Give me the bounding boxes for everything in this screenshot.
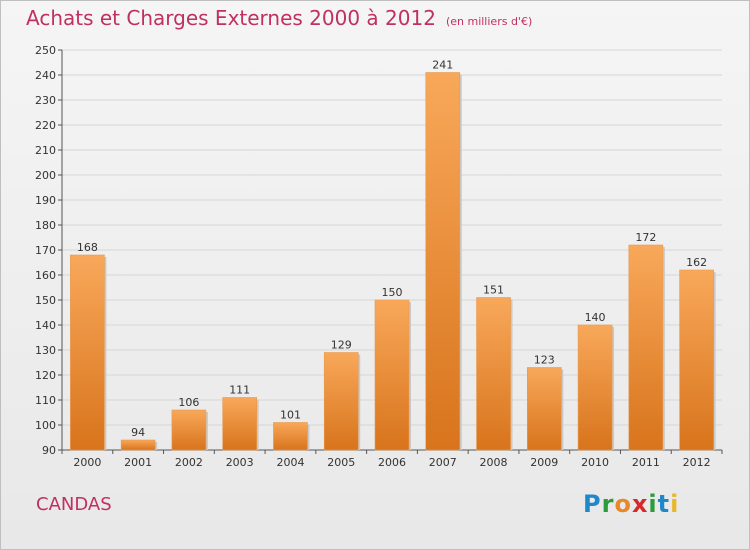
y-tick-label: 90 xyxy=(42,444,56,457)
y-tick-label: 120 xyxy=(35,369,56,382)
y-tick-label: 110 xyxy=(35,394,56,407)
bar-value-label: 241 xyxy=(432,59,453,72)
x-tick-label: 2010 xyxy=(581,456,609,469)
x-tick-label: 2003 xyxy=(226,456,254,469)
bars xyxy=(70,72,716,451)
y-tick-label: 100 xyxy=(35,419,56,432)
bar-value-label: 101 xyxy=(280,409,301,422)
bar-value-label: 123 xyxy=(534,354,555,367)
y-tick-label: 210 xyxy=(35,144,56,157)
x-tick-label: 2006 xyxy=(378,456,406,469)
chart-subtitle: (en milliers d'€) xyxy=(445,15,533,28)
bar xyxy=(120,439,156,451)
bar xyxy=(628,244,664,451)
y-tick-label: 220 xyxy=(35,119,56,132)
bar-value-label: 111 xyxy=(229,384,250,397)
bar-value-label: 150 xyxy=(382,286,403,299)
labels: 90 100 110 120 130 140 150 160 170 180 190 200 210 22… xyxy=(35,44,711,469)
bar xyxy=(577,324,613,451)
bar-value-label: 94 xyxy=(131,426,145,439)
y-tick-label: 170 xyxy=(35,244,56,257)
bar-value-label: 129 xyxy=(331,339,352,352)
bar xyxy=(323,352,359,451)
bar xyxy=(171,409,207,451)
x-tick-label: 2012 xyxy=(683,456,711,469)
bar-value-label: 162 xyxy=(686,256,707,269)
x-tick-label: 2011 xyxy=(632,456,660,469)
bar-value-label: 168 xyxy=(77,241,98,254)
y-tick-label: 200 xyxy=(35,169,56,182)
y-tick-label: 150 xyxy=(35,294,56,307)
x-tick-label: 2001 xyxy=(124,456,152,469)
bar xyxy=(70,254,105,451)
bar xyxy=(374,299,410,451)
bar xyxy=(273,422,308,451)
bar xyxy=(679,269,714,451)
bar xyxy=(527,367,562,451)
x-tick-label: 2007 xyxy=(429,456,457,469)
y-tick-label: 240 xyxy=(35,69,56,82)
chart-title-text: Achats et Charges Externes 2000 à 2012 xyxy=(26,6,436,30)
x-tick-label: 2000 xyxy=(73,456,101,469)
x-tick-label: 2009 xyxy=(530,456,558,469)
bar-value-label: 140 xyxy=(585,311,606,324)
y-tick-label: 180 xyxy=(35,219,56,232)
y-tick-label: 140 xyxy=(35,319,56,332)
y-tick-label: 230 xyxy=(35,94,56,107)
bar-value-label: 172 xyxy=(635,231,656,244)
bar-value-label: 151 xyxy=(483,284,504,297)
bar xyxy=(476,297,511,451)
x-tick-label: 2005 xyxy=(327,456,355,469)
x-tick-label: 2008 xyxy=(480,456,508,469)
proxiti-logo: Proxiti xyxy=(583,490,680,518)
x-tick-label: 2002 xyxy=(175,456,203,469)
y-tick-label: 250 xyxy=(35,44,56,57)
chart-title: Achats et Charges Externes 2000 à 2012 (e… xyxy=(26,6,532,30)
x-tick-label: 2004 xyxy=(276,456,304,469)
y-tick-label: 160 xyxy=(35,269,56,282)
commune-name: CANDAS xyxy=(36,494,112,515)
y-tick-label: 190 xyxy=(35,194,56,207)
bar xyxy=(425,72,461,451)
bar xyxy=(222,397,257,451)
y-tick-label: 130 xyxy=(35,344,56,357)
bar-value-label: 106 xyxy=(178,396,199,409)
